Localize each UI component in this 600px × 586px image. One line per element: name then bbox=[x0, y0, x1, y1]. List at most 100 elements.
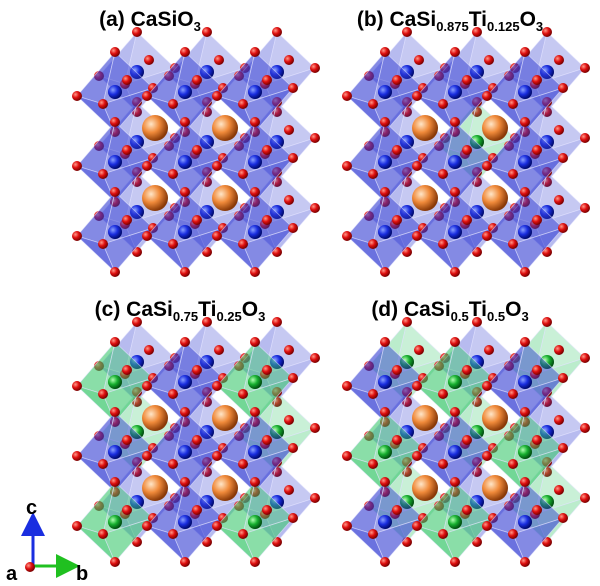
o-atom bbox=[212, 451, 222, 461]
octahedron-face bbox=[102, 227, 155, 273]
si-atom bbox=[518, 515, 532, 529]
o-atom bbox=[250, 117, 260, 127]
o-atom bbox=[508, 389, 518, 399]
o-atom bbox=[392, 215, 402, 225]
ca-atom bbox=[412, 405, 438, 431]
ca-atom bbox=[142, 115, 168, 141]
o-atom bbox=[284, 415, 294, 425]
ti-atom bbox=[540, 355, 554, 369]
o-atom bbox=[450, 557, 460, 567]
o-atom bbox=[520, 47, 530, 57]
o-atom bbox=[438, 389, 448, 399]
o-atom bbox=[72, 161, 82, 171]
ca-atom bbox=[482, 475, 508, 501]
ti-atom bbox=[130, 425, 144, 439]
ca-atom bbox=[212, 475, 238, 501]
o-atom bbox=[342, 381, 352, 391]
o-atom bbox=[192, 145, 202, 155]
si-atom bbox=[270, 355, 284, 369]
ti-atom bbox=[540, 495, 554, 509]
o-atom bbox=[472, 317, 482, 327]
si-atom bbox=[400, 205, 414, 219]
o-atom bbox=[368, 529, 378, 539]
o-atom bbox=[380, 337, 390, 347]
ca-atom bbox=[212, 185, 238, 211]
o-atom bbox=[262, 435, 272, 445]
title-text: (d) CaSi bbox=[371, 298, 450, 321]
panel-title: (a) CaSiO3 bbox=[99, 8, 201, 34]
o-atom bbox=[402, 317, 412, 327]
o-atom bbox=[412, 231, 422, 241]
o-atom bbox=[402, 27, 412, 37]
ca-atom bbox=[482, 185, 508, 211]
ca-atom bbox=[212, 115, 238, 141]
o-atom bbox=[554, 125, 564, 135]
title-text: (b) CaSi bbox=[357, 8, 436, 31]
o-atom bbox=[462, 365, 472, 375]
o-atom bbox=[180, 187, 190, 197]
o-atom bbox=[202, 317, 212, 327]
ti-atom bbox=[448, 515, 462, 529]
o-atom bbox=[554, 55, 564, 65]
panel-title: (b) CaSi0.875Ti0.125O3 bbox=[357, 8, 543, 34]
si-atom bbox=[470, 495, 484, 509]
o-atom bbox=[214, 345, 224, 355]
o-atom bbox=[72, 521, 82, 531]
o-atom bbox=[262, 505, 272, 515]
ti-atom bbox=[248, 375, 262, 389]
o-atom bbox=[250, 557, 260, 567]
o-atom bbox=[558, 223, 568, 233]
title-text: Ti bbox=[198, 298, 216, 321]
o-atom bbox=[238, 459, 248, 469]
o-atom bbox=[508, 529, 518, 539]
o-atom bbox=[462, 215, 472, 225]
o-atom bbox=[72, 91, 82, 101]
o-atom bbox=[310, 423, 320, 433]
o-atom bbox=[250, 47, 260, 57]
si-atom bbox=[378, 375, 392, 389]
o-atom bbox=[180, 407, 190, 417]
si-atom bbox=[248, 155, 262, 169]
o-atom bbox=[288, 223, 298, 233]
o-atom bbox=[168, 239, 178, 249]
title-text: Ti bbox=[469, 8, 487, 31]
o-atom bbox=[238, 529, 248, 539]
o-atom bbox=[284, 55, 294, 65]
ti-atom bbox=[470, 425, 484, 439]
o-atom bbox=[288, 443, 298, 453]
o-atom bbox=[450, 47, 460, 57]
o-atom bbox=[238, 99, 248, 109]
o-atom bbox=[392, 365, 402, 375]
o-atom bbox=[110, 187, 120, 197]
subscript: 3 bbox=[194, 19, 201, 34]
subscript: 3 bbox=[536, 19, 543, 34]
o-atom bbox=[438, 459, 448, 469]
o-atom bbox=[342, 161, 352, 171]
o-atom bbox=[168, 529, 178, 539]
o-atom bbox=[238, 169, 248, 179]
o-atom bbox=[144, 55, 154, 65]
o-atom bbox=[580, 353, 590, 363]
si-atom bbox=[130, 205, 144, 219]
si-atom bbox=[178, 155, 192, 169]
si-atom bbox=[200, 425, 214, 439]
o-atom bbox=[542, 317, 552, 327]
o-atom bbox=[558, 513, 568, 523]
o-atom bbox=[580, 133, 590, 143]
o-atom bbox=[122, 365, 132, 375]
o-atom bbox=[484, 345, 494, 355]
o-atom bbox=[180, 47, 190, 57]
o-atom bbox=[310, 353, 320, 363]
si-atom bbox=[378, 225, 392, 239]
octahedron-face bbox=[512, 517, 565, 563]
si-atom bbox=[178, 515, 192, 529]
si-atom bbox=[248, 445, 262, 459]
si-atom bbox=[178, 225, 192, 239]
axis-indicator: c a b bbox=[6, 497, 88, 585]
si-atom bbox=[248, 225, 262, 239]
o-atom bbox=[110, 477, 120, 487]
ca-atom bbox=[412, 185, 438, 211]
ti-atom bbox=[270, 425, 284, 439]
o-atom bbox=[180, 477, 190, 487]
o-atom bbox=[558, 153, 568, 163]
